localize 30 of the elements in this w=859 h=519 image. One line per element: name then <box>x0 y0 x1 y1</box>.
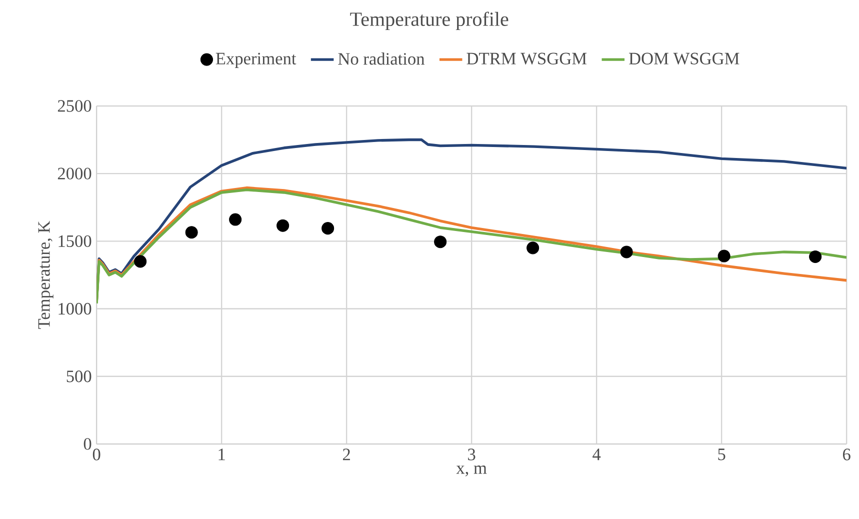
y-axis-title: Temperature, K <box>38 220 54 329</box>
x-tick-label: 0 <box>92 448 100 460</box>
x-tick-label: 1 <box>218 448 225 460</box>
y-tick-label: 2000 <box>58 168 92 180</box>
y-tick-label: 2500 <box>58 100 92 112</box>
point <box>526 242 540 254</box>
y-tick-label: 500 <box>66 370 92 382</box>
point <box>185 226 198 239</box>
point <box>718 250 730 262</box>
point <box>276 219 290 232</box>
legend-label: No radiation <box>338 52 425 65</box>
point <box>229 213 242 226</box>
legend-label: DOM WSGGM <box>629 52 740 65</box>
point <box>809 250 822 263</box>
y-tick-label: 1500 <box>58 235 92 248</box>
x-tick-label: 2 <box>342 448 350 460</box>
point <box>620 246 633 258</box>
legend-label: Experiment <box>216 52 296 68</box>
point <box>322 222 334 235</box>
x-tick-label: 6 <box>842 448 850 460</box>
x-axis-title: x, m <box>456 466 487 476</box>
y-tick-label: 0 <box>84 438 92 450</box>
legend-label: DTRM WSGGM <box>466 52 587 65</box>
x-tick-label: 5 <box>718 448 726 460</box>
x-tick-label: 3 <box>468 448 476 460</box>
y-tick-label: 1000 <box>58 302 92 315</box>
point <box>434 236 447 248</box>
point <box>134 255 147 268</box>
chart-title: Temperature profile <box>350 12 508 30</box>
x-tick-label: 4 <box>592 448 601 460</box>
